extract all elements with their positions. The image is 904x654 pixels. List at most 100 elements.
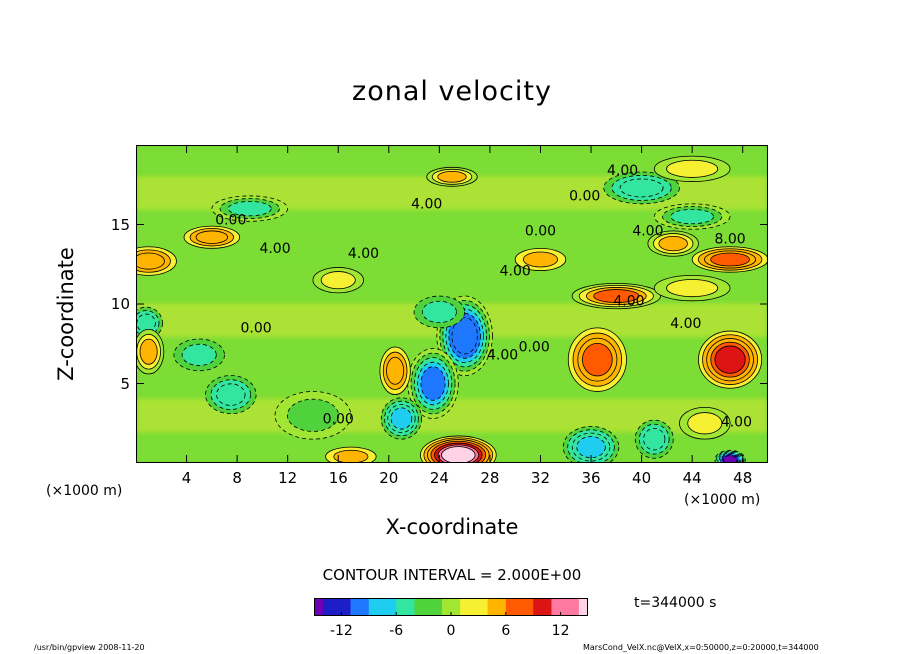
feature-1 xyxy=(407,348,459,419)
contour-ring xyxy=(722,455,738,463)
x-tick-label: 32 xyxy=(530,469,551,487)
x-tick-label: 16 xyxy=(328,469,348,487)
colorbar-cell xyxy=(487,598,498,616)
feature-18 xyxy=(136,329,165,375)
colorbar-tick-label: -6 xyxy=(389,623,404,639)
contour-label: 4.00 xyxy=(670,316,701,332)
colorbar-cell xyxy=(405,598,415,616)
colorbar-cell xyxy=(533,598,543,616)
contour-ring xyxy=(420,366,446,401)
contour-ring xyxy=(658,235,688,252)
feature-6 xyxy=(634,419,674,459)
contour-ring xyxy=(320,271,356,290)
colorbar-tick-label: 0 xyxy=(446,623,456,639)
contour-label: 0.00 xyxy=(323,411,354,427)
colorbar-cell xyxy=(423,598,434,616)
feature-10 xyxy=(413,295,466,329)
contour-ring xyxy=(710,252,750,267)
contour-ring xyxy=(421,300,457,324)
contour-label: 0.00 xyxy=(519,340,550,356)
contour-label: 4.00 xyxy=(613,294,644,310)
contour-label: 4.00 xyxy=(411,197,442,213)
contour-ring xyxy=(666,159,719,178)
x-tick-label: 8 xyxy=(232,469,242,487)
contour-label: 0.00 xyxy=(569,189,600,205)
contour-ring xyxy=(619,178,664,198)
colorbar-cell xyxy=(496,598,507,616)
colorbar-cell xyxy=(359,598,370,616)
colorbar-tick-label: 6 xyxy=(501,623,511,639)
colorbar-cell xyxy=(514,598,525,616)
colorbar-cell xyxy=(441,598,452,616)
contour-ring xyxy=(139,338,158,365)
contour-label: 0.00 xyxy=(525,224,556,240)
contour-label: 4.00 xyxy=(487,348,518,364)
feature-5 xyxy=(562,426,620,463)
feature-24 xyxy=(312,267,364,294)
colorbar-cell xyxy=(414,598,425,616)
contour-ring xyxy=(195,230,229,244)
colorbar-cell xyxy=(478,598,489,616)
colorbar-cell xyxy=(314,598,324,616)
contour-ring xyxy=(216,383,246,406)
footer-left: /usr/bin/gpview 2008-11-20 xyxy=(34,643,145,652)
colorbar-cell xyxy=(451,598,461,616)
contour-label: 4.00 xyxy=(500,263,531,279)
contour-interval: CONTOUR INTERVAL = 2.000E+00 xyxy=(322,566,582,584)
contour-ring xyxy=(593,289,640,303)
colorbar-cell xyxy=(578,598,589,616)
contour-ring xyxy=(386,356,405,385)
colorbar-cell xyxy=(460,598,470,616)
feature-9 xyxy=(653,203,731,230)
colorbar-cell xyxy=(332,598,342,616)
chart-title: zonal velocity xyxy=(352,76,552,107)
contour-features xyxy=(136,155,768,463)
x-tick-label: 48 xyxy=(733,469,753,487)
contour-ring xyxy=(441,446,476,463)
feature-14 xyxy=(567,327,627,392)
colorbar xyxy=(314,598,589,616)
colorbar-cell xyxy=(569,598,580,616)
feature-28 xyxy=(714,449,746,463)
colorbar-cell xyxy=(377,598,388,616)
feature-15 xyxy=(691,246,768,273)
feature-11 xyxy=(173,338,225,372)
footer-right: MarsCond_VelX.nc@VelX,x=0:50000,z=0:2000… xyxy=(583,643,819,652)
feature-30 xyxy=(274,391,352,440)
contour-ring xyxy=(181,343,217,366)
colorbar-cell xyxy=(350,598,361,616)
colorbar-cell xyxy=(469,598,479,616)
contour-ring xyxy=(687,412,723,435)
colorbar-cell xyxy=(551,598,562,616)
contour-ring xyxy=(390,407,413,430)
x-axis-label: X-coordinate xyxy=(385,515,519,539)
colorbar-cell xyxy=(341,598,352,616)
colorbar-cell xyxy=(542,598,552,616)
y-axis-label: Z-coordinate xyxy=(54,247,78,381)
y-tick-label: 5 xyxy=(120,374,130,393)
colorbar-cell xyxy=(524,598,534,616)
contour-ring xyxy=(333,449,369,463)
contour-ring xyxy=(437,170,467,183)
feature-23 xyxy=(514,247,567,271)
x-tick-label: 20 xyxy=(379,469,399,487)
x-unit-left: (×1000 m) xyxy=(46,483,123,499)
x-tick-label: 40 xyxy=(632,469,652,487)
colorbar-cell xyxy=(368,598,379,616)
colorbar-tick-label: -12 xyxy=(329,623,353,639)
colorbar-svg xyxy=(314,598,589,616)
feature-13 xyxy=(698,330,763,389)
contour-ring xyxy=(670,208,715,225)
colorbar-cell xyxy=(387,598,397,616)
x-tick-label: 4 xyxy=(181,469,192,487)
feature-2 xyxy=(380,397,423,440)
colorbar-cell xyxy=(560,598,571,616)
feature-27 xyxy=(679,406,731,440)
feature-8 xyxy=(211,195,289,222)
contour-ring xyxy=(582,342,613,377)
contour-ring xyxy=(522,251,558,268)
x-tick-label: 36 xyxy=(581,469,601,487)
feature-21 xyxy=(647,230,699,257)
x-tick-label: 12 xyxy=(278,469,298,487)
heatmap-svg: 4.004.00 0.000.000.00 4.00 8.004.00 4.004.00… xyxy=(136,145,768,463)
